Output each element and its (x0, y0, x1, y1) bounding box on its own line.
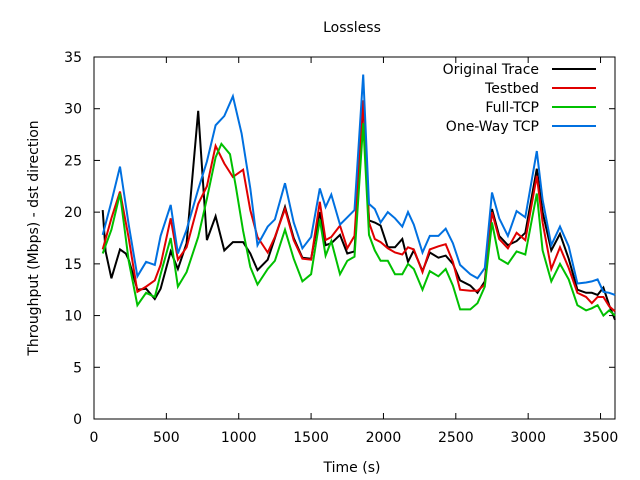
y-tick-label: 30 (64, 102, 82, 118)
legend-label: Full-TCP (485, 100, 539, 116)
x-axis-label: Time (s) (323, 460, 381, 476)
legend-label: Original Trace (443, 62, 539, 78)
x-tick-label: 3500 (583, 430, 619, 446)
x-tick-label: 500 (153, 430, 180, 446)
y-tick-label: 0 (73, 412, 82, 428)
chart-title: Lossless (323, 20, 381, 36)
legend-label: One-Way TCP (446, 119, 539, 135)
x-tick-label: 3000 (510, 430, 546, 446)
y-tick-label: 25 (64, 153, 82, 169)
plot-frame (93, 56, 616, 420)
axes: 0 500 1000 1500 2000 2500 3000 3500 0 5 10 15 20 25 30… (64, 50, 618, 446)
y-tick-label: 35 (64, 50, 82, 66)
x-tick-label: 2000 (366, 430, 402, 446)
series-line-testbed (101, 100, 616, 313)
x-tick-label: 2500 (438, 430, 474, 446)
y-tick-label: 10 (64, 309, 82, 325)
y-axis-label: Throughput (Mbps) - dst direction (26, 120, 42, 356)
series-lines (101, 74, 616, 321)
y-tick-label: 15 (64, 257, 82, 273)
legend: Original Trace Testbed Full-TCP One-Way TCP (443, 62, 596, 135)
series-line-full-tcp (101, 123, 616, 318)
legend-label: Testbed (484, 81, 539, 97)
y-tick-label: 20 (64, 205, 82, 221)
x-tick-label: 0 (90, 430, 99, 446)
x-tick-label: 1000 (221, 430, 257, 446)
y-tick-label: 5 (73, 360, 82, 376)
series-line-one-way-tcp (101, 74, 616, 296)
x-tick-label: 1500 (293, 430, 329, 446)
